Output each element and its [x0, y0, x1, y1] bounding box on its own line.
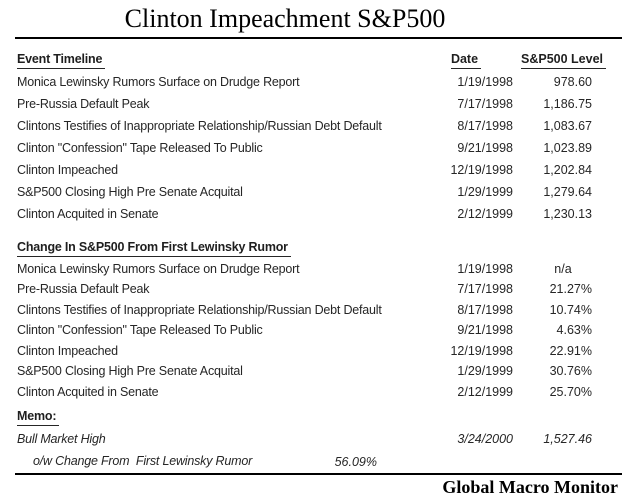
value-cell: 22.91% — [549, 343, 592, 358]
event-cell: Monica Lewinsky Rumors Surface on Drudge… — [17, 261, 300, 276]
change-section-header: Change In S&P500 From First Lewinsky Rum… — [17, 240, 291, 257]
ow-change-percent: 56.09% — [334, 454, 377, 469]
section-header-row: Change In S&P500 From First Lewinsky Rum… — [15, 237, 605, 259]
date-cell: 7/17/1998 — [457, 96, 513, 111]
table-row: Pre-Russia Default Peak 7/17/1998 1,186.… — [15, 93, 605, 115]
date-cell: 9/21/1998 — [457, 140, 513, 155]
value-cell: 978.60 — [553, 74, 592, 89]
value-cell: 30.76% — [549, 364, 592, 379]
event-cell: Clintons Testifies of Inappropriate Rela… — [17, 118, 382, 133]
event-cell: S&P500 Closing High Pre Senate Acquital — [17, 364, 243, 379]
date-cell: 3/24/2000 — [457, 432, 513, 446]
top-rule — [15, 37, 622, 39]
event-cell: Clinton Acquited in Senate — [17, 206, 159, 221]
event-cell: Monica Lewinsky Rumors Surface on Drudge… — [17, 74, 300, 89]
event-column-header-cell: Event Timeline — [15, 52, 411, 69]
table-row: Clintons Testifies of Inappropriate Rela… — [15, 115, 605, 137]
date-cell: 7/17/1998 — [457, 282, 513, 297]
change-table: Change In S&P500 From First Lewinsky Rum… — [15, 237, 605, 403]
date-cell: 8/17/1998 — [457, 118, 513, 133]
memo-row-ow-change: o/w Change From First Lewinsky Rumor 56.… — [15, 451, 605, 473]
value-cell: 1,230.13 — [543, 206, 592, 221]
table-row: S&P500 Closing High Pre Senate Acquital … — [15, 181, 605, 203]
memo-header: Memo: — [17, 409, 60, 426]
table-row: S&P500 Closing High Pre Senate Acquital … — [15, 362, 605, 383]
value-cell: 21.27% — [549, 282, 592, 297]
date-header: Date — [450, 52, 482, 69]
date-cell: 1/29/1999 — [457, 364, 513, 379]
event-cell: Clinton Impeached — [17, 162, 118, 177]
event-cell: S&P500 Closing High Pre Senate Acquital — [17, 184, 243, 199]
date-cell: 12/19/1998 — [450, 162, 513, 177]
table-row: Pre-Russia Default Peak 7/17/1998 21.27% — [15, 280, 605, 301]
table-row: Clinton "Confession" Tape Released To Pu… — [15, 137, 605, 159]
table-row: Clintons Testifies of Inappropriate Rela… — [15, 300, 605, 321]
bottom-rule — [15, 472, 622, 475]
event-cell: Pre-Russia Default Peak — [17, 96, 150, 111]
date-cell: 2/12/1999 — [457, 384, 513, 399]
date-cell: 2/12/1999 — [457, 206, 513, 221]
value-cell: 1,279.64 — [543, 184, 592, 199]
value-cell: 1,083.67 — [543, 118, 592, 133]
event-cell: Pre-Russia Default Peak — [17, 282, 150, 297]
event-timeline-table: Event Timeline Date S&P500 Level Monica … — [15, 49, 606, 225]
event-cell: Clinton "Confession" Tape Released To Pu… — [17, 323, 263, 338]
table-row: Monica Lewinsky Rumors Surface on Drudge… — [15, 71, 605, 93]
brand-signature: Global Macro Monitor — [442, 476, 618, 497]
value-cell: 10.74% — [549, 302, 592, 317]
section-header-cell: Change In S&P500 From First Lewinsky Rum… — [15, 240, 411, 257]
table-row: Clinton Impeached 12/19/1998 22.91% — [15, 341, 605, 362]
value-cell: 1,202.84 — [543, 162, 592, 177]
date-cell: 1/19/1998 — [457, 74, 513, 89]
date-cell: 12/19/1998 — [450, 343, 513, 358]
value-cell: 1,186.75 — [543, 96, 592, 111]
report-page: Clinton Impeachment S&P500 Event Timelin… — [0, 5, 640, 500]
value-cell: 1,527.46 — [543, 432, 592, 446]
date-cell: 1/29/1999 — [457, 184, 513, 199]
table-header-row: Event Timeline Date S&P500 Level — [15, 49, 606, 71]
page-title: Clinton Impeachment S&P500 — [124, 4, 446, 33]
event-cell: Clinton Acquited in Senate — [17, 384, 159, 399]
event-cell: Bull Market High — [17, 432, 106, 446]
event-cell: Clinton "Confession" Tape Released To Pu… — [17, 140, 263, 155]
value-cell: 25.70% — [549, 384, 592, 399]
date-cell: 8/17/1998 — [457, 302, 513, 317]
table-row: Clinton Acquited in Senate 2/12/1999 1,2… — [15, 203, 605, 225]
date-column-header-cell: Date — [411, 52, 521, 69]
table-row: Clinton Impeached 12/19/1998 1,202.84 — [15, 159, 605, 181]
level-column-header-cell: S&P500 Level — [521, 52, 606, 69]
memo-section: Memo: Bull Market High 3/24/2000 1,527.4… — [15, 407, 605, 473]
date-cell: 9/21/1998 — [457, 323, 513, 338]
memo-header-cell: Memo: — [15, 409, 411, 426]
memo-header-row: Memo: — [15, 407, 605, 429]
value-cell: n/a — [554, 261, 572, 276]
sp500-level-header: S&P500 Level — [521, 52, 606, 69]
memo-row-bull-market-high: Bull Market High 3/24/2000 1,527.46 — [15, 429, 605, 451]
table-row: Clinton Acquited in Senate 2/12/1999 25.… — [15, 382, 605, 403]
event-timeline-header: Event Timeline — [17, 52, 106, 69]
event-cell: o/w Change From First Lewinsky Rumor — [33, 454, 253, 468]
table-row: Monica Lewinsky Rumors Surface on Drudge… — [15, 259, 605, 280]
value-cell: 1,023.89 — [543, 140, 592, 155]
event-cell: Clinton Impeached — [17, 343, 118, 358]
table-row: Clinton "Confession" Tape Released To Pu… — [15, 321, 605, 342]
value-cell: 4.63% — [556, 323, 592, 338]
date-cell: 1/19/1998 — [457, 261, 513, 276]
event-cell: Clintons Testifies of Inappropriate Rela… — [17, 302, 382, 317]
